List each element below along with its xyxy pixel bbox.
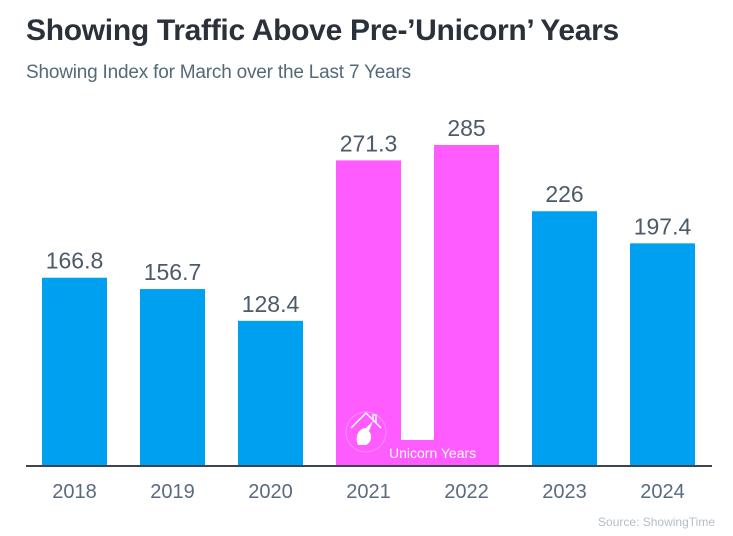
x-tick-label-2022: 2022 (444, 481, 489, 503)
bar-2020 (238, 320, 303, 465)
data-label-2023: 226 (545, 181, 583, 207)
data-label-2024: 197.4 (634, 213, 692, 239)
data-label-2021: 271.3 (340, 130, 398, 156)
bar-2019 (140, 289, 205, 465)
x-tick-label-2021: 2021 (346, 481, 391, 503)
bar-2024 (630, 243, 695, 465)
data-label-2020: 128.4 (242, 291, 300, 317)
x-tick-label-2023: 2023 (542, 481, 587, 503)
x-tick-label-2018: 2018 (52, 481, 97, 503)
data-label-2018: 166.8 (46, 248, 104, 274)
chart-title: Showing Traffic Above Pre-’Unicorn’ Year… (26, 14, 619, 47)
x-tick-label-2020: 2020 (248, 481, 293, 503)
data-label-2019: 156.7 (144, 259, 202, 285)
bar-2021 (336, 160, 401, 466)
data-label-2022: 285 (447, 115, 485, 141)
unicorn-years-label: Unicorn Years (389, 445, 476, 461)
bar-2023 (532, 211, 597, 465)
x-tick-label-2019: 2019 (150, 481, 195, 503)
unicorn-house-icon (345, 411, 387, 453)
bar-2018 (42, 277, 107, 465)
source-note: Source: ShowingTime (598, 515, 715, 529)
x-tick-label-2024: 2024 (640, 481, 685, 503)
chart-subtitle: Showing Index for March over the Last 7 … (26, 62, 411, 83)
bar-2022 (434, 145, 499, 465)
